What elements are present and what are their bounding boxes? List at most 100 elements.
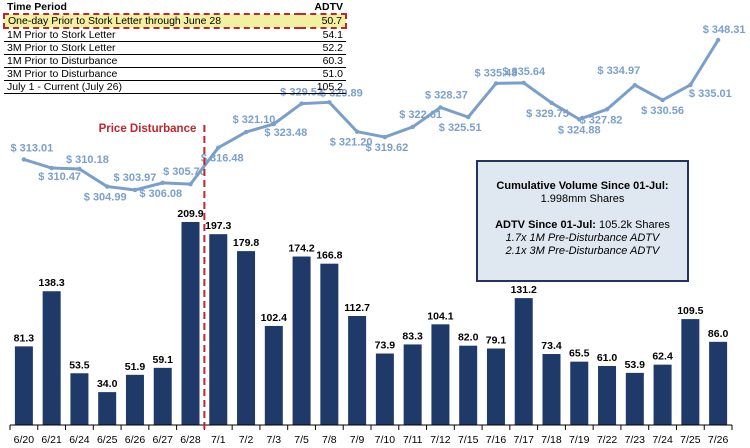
price-point (632, 82, 638, 88)
price-value-label: $ 324.88 (558, 124, 601, 136)
bar-value-label: 53.5 (69, 359, 90, 371)
price-point (715, 37, 721, 43)
price-point (660, 97, 665, 103)
row-value: 105.2 (299, 80, 346, 94)
price-value-label: $ 319.62 (365, 142, 408, 154)
price-point (410, 124, 415, 130)
row-label: One-day Prior to Stork Letter through Ju… (3, 13, 300, 29)
bar-value-label: 81.3 (14, 332, 35, 344)
price-value-label: $ 327.82 (580, 114, 623, 126)
price-line (23, 39, 720, 192)
adtv-multiple-1m: 1.7x 1M Pre-Disturbance ADTV (505, 232, 660, 244)
volume-bar (348, 316, 367, 425)
price-point (21, 157, 27, 162)
category-label: 7/12 (430, 434, 451, 446)
category-label: 6/24 (69, 434, 90, 446)
price-value-label: $ 316.48 (201, 153, 244, 165)
category-label: 6/20 (14, 434, 35, 446)
category-label: 6/21 (41, 434, 62, 446)
table-row: 3M Prior to Disturbance 51.0 (4, 67, 346, 81)
price-value-label: $ 310.18 (66, 154, 109, 166)
volume-bar (681, 319, 700, 425)
price-point (438, 105, 443, 110)
volume-bar (320, 263, 339, 425)
bar-value-label: 83.3 (402, 330, 423, 342)
bar-value-label: 62.4 (652, 351, 673, 363)
bar-value-label: 73.4 (541, 340, 562, 352)
volume-bar (292, 256, 311, 425)
row-label: 3M Prior to Stork Letter (4, 41, 300, 55)
price-value-label: $ 321.10 (233, 114, 276, 126)
price-point (77, 166, 82, 172)
category-label: 7/17 (514, 434, 535, 446)
volume-bar (181, 222, 200, 425)
cumulative-volume-heading: Cumulative Volume Since 01-Jul: (496, 180, 669, 192)
price-point (160, 180, 165, 186)
row-value: 54.1 (299, 28, 346, 42)
bar-value-label: 179.8 (233, 237, 259, 249)
table-row: 1M Prior to Stork Letter 54.1 (4, 28, 346, 42)
price-point (132, 187, 138, 193)
bar-value-label: 174.2 (288, 243, 314, 255)
table-row: One-day Prior to Stork Letter through Ju… (3, 13, 348, 29)
bar-value-label: 166.8 (316, 250, 342, 262)
row-label: 3M Prior to Disturbance (4, 67, 300, 81)
price-disturbance-label: Price Disturbance (99, 123, 197, 135)
bar-value-label: 109.5 (677, 305, 703, 317)
category-label: 7/8 (322, 434, 337, 446)
price-value-label: $ 310.47 (38, 171, 81, 183)
price-point (271, 121, 277, 127)
row-value: 50.7 (299, 13, 348, 29)
bar-value-label: 51.9 (125, 361, 146, 373)
category-label: 7/15 (458, 434, 479, 446)
volume-bar (70, 373, 89, 425)
price-point (688, 82, 693, 88)
volume-bar (542, 354, 561, 425)
row-value: 52.2 (299, 41, 346, 55)
price-point (327, 100, 332, 105)
bar-value-label: 86.0 (708, 328, 729, 340)
price-point (521, 80, 526, 86)
volume-bar (42, 291, 61, 425)
adtv-since-line: ADTV Since 01-Jul: 105.2k Shares (478, 219, 687, 232)
price-point (604, 107, 610, 112)
bar-value-label: 82.0 (458, 332, 479, 344)
price-value-label: $ 323.48 (264, 127, 307, 139)
category-label: 7/3 (267, 434, 282, 446)
bar-value-label: 138.3 (39, 277, 65, 289)
row-value: 60.3 (299, 54, 346, 68)
category-label: 6/27 (153, 434, 174, 446)
category-label: 7/1 (211, 434, 226, 446)
volume-bar (486, 348, 505, 425)
adtv-table: Time Period ADTV One-day Prior to Stork … (3, 0, 348, 94)
category-label: 7/2 (239, 434, 254, 446)
row-label: 1M Prior to Disturbance (4, 54, 300, 68)
price-value-label: $ 329.75 (526, 108, 569, 120)
volume-bar (14, 346, 33, 425)
table-row: July 1 - Current (July 26) 105.2 (4, 80, 346, 94)
table-row: 1M Prior to Disturbance 60.3 (4, 54, 346, 68)
category-label: 6/26 (125, 434, 146, 446)
table-row: 3M Prior to Stork Letter 52.2 (4, 41, 346, 55)
price-value-label: $ 325.51 (439, 122, 482, 134)
category-label: 7/24 (652, 434, 673, 446)
adtv-multiple-3m: 2.1x 3M Pre-Disturbance ADTV (505, 245, 660, 257)
price-value-label: $ 306.08 (139, 188, 182, 200)
header-time-period: Time Period (4, 0, 300, 15)
bar-value-label: 61.0 (597, 352, 618, 364)
price-point (354, 129, 360, 134)
price-point (382, 134, 388, 140)
price-point (465, 114, 471, 120)
price-value-label: $ 330.56 (641, 105, 684, 117)
category-label: 7/5 (294, 434, 309, 446)
bar-value-label: 104.1 (427, 310, 453, 322)
bar-value-label: 59.1 (153, 354, 174, 366)
row-value: 51.0 (299, 67, 346, 81)
category-label: 7/18 (541, 434, 562, 446)
price-point (188, 181, 193, 187)
price-value-label: $ 328.37 (425, 89, 468, 101)
volume-bar (153, 367, 172, 425)
volume-bar (625, 372, 644, 425)
summary-box: Cumulative Volume Since 01-Jul: 1.998mm … (476, 160, 689, 282)
